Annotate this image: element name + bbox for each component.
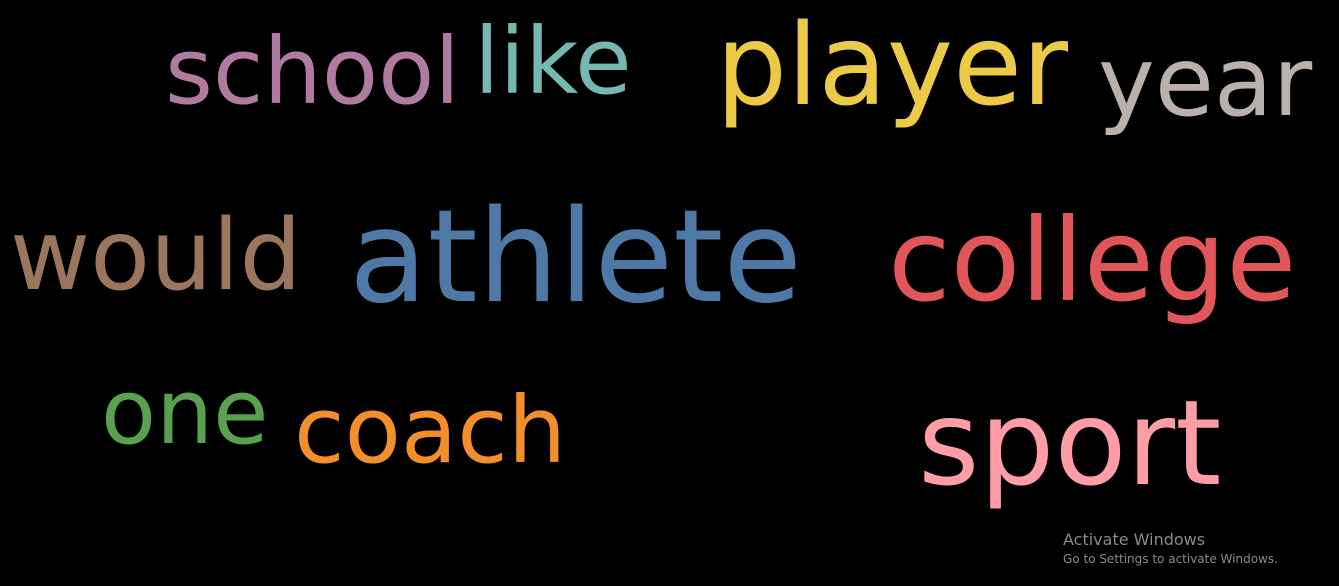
word-year: year <box>1098 26 1313 138</box>
word-would: would <box>10 199 302 313</box>
word-coach: coach <box>294 377 567 484</box>
word-like: like <box>474 8 632 115</box>
activate-windows-watermark: Activate Windows Go to Settings to activ… <box>1063 530 1278 568</box>
word-school: school <box>165 18 460 125</box>
word-sport: sport <box>918 374 1222 512</box>
word-one: one <box>101 360 269 465</box>
word-athlete: athlete <box>349 183 802 332</box>
activate-windows-subtitle: Go to Settings to activate Windows. <box>1063 552 1278 566</box>
word-college: college <box>888 194 1297 327</box>
activate-windows-title: Activate Windows <box>1063 530 1206 549</box>
word-player: player <box>716 1 1069 131</box>
